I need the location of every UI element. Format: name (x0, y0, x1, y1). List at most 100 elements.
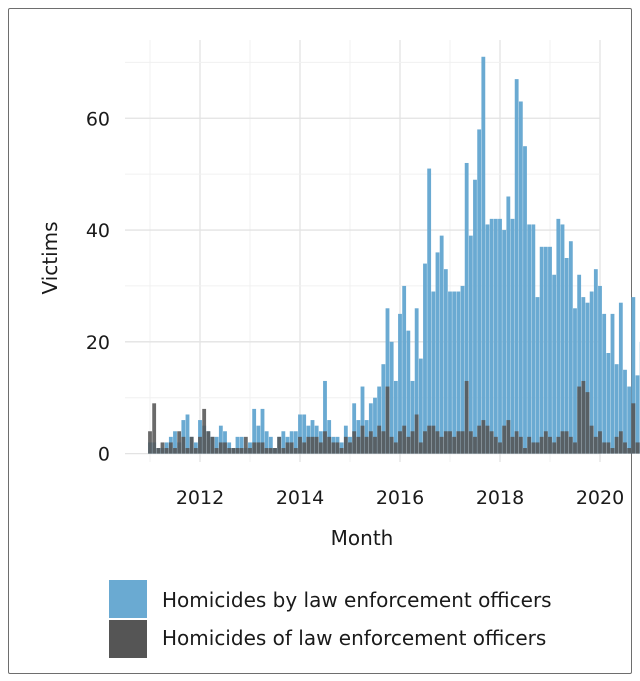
bar-homicides-by-officers (185, 414, 190, 454)
bar-homicides-by-officers (564, 257, 569, 454)
bar-homicides-of-officers (281, 448, 286, 454)
bar-homicides-of-officers (535, 442, 540, 454)
bar-homicides-by-officers (235, 436, 240, 454)
bar-homicides-by-officers (527, 224, 532, 454)
bar-homicides-of-officers (598, 431, 602, 454)
bar-homicides-by-officers (323, 380, 327, 454)
bar-homicides-of-officers (593, 436, 598, 454)
bar-homicides-by-officers (281, 431, 286, 454)
bar-homicides-of-officers (168, 442, 173, 454)
bar-homicides-of-officers (339, 448, 344, 454)
bar-homicides-of-officers (173, 448, 177, 454)
bar-homicides-by-officers (456, 291, 461, 454)
bar-homicides-of-officers (206, 431, 211, 454)
bar-homicides-by-officers (468, 235, 473, 454)
y-tick-label: 0 (98, 444, 110, 466)
bar-homicides-of-officers (618, 431, 623, 454)
bar-homicides-of-officers (448, 431, 452, 454)
bar-homicides-by-officers (410, 380, 415, 454)
bar-homicides-of-officers (460, 431, 465, 454)
bar-homicides-by-officers (514, 79, 519, 454)
bar-homicides-by-officers (443, 269, 448, 454)
bar-homicides-of-officers (331, 442, 336, 454)
bar-homicides-of-officers (564, 431, 569, 454)
bar-homicides-by-officers (264, 431, 269, 454)
bar-homicides-of-officers (481, 420, 486, 454)
bar-homicides-of-officers (585, 392, 590, 454)
bar-homicides-of-officers (602, 442, 607, 454)
bar-homicides-of-officers (548, 436, 552, 454)
bar-homicides-of-officers (373, 436, 377, 454)
bar-homicides-by-officers (556, 218, 561, 454)
bar-homicides-of-officers (364, 436, 369, 454)
bar-homicides-of-officers (323, 431, 327, 454)
legend-swatch-homicides-of-officers (109, 620, 147, 658)
bar-homicides-by-officers (327, 420, 332, 454)
bar-homicides-of-officers (402, 425, 407, 454)
bar-homicides-by-officers (310, 420, 315, 454)
bar-homicides-of-officers (327, 436, 332, 454)
bar-homicides-of-officers (589, 425, 594, 454)
bar-homicides-of-officers (181, 436, 186, 454)
bar-homicides-by-officers (414, 308, 419, 454)
bar-homicides-by-officers (377, 386, 382, 454)
bar-homicides-by-officers (368, 403, 373, 454)
bar-homicides-of-officers (539, 436, 544, 454)
bar-homicides-by-officers (585, 302, 590, 454)
bar-homicides-by-officers (489, 218, 494, 454)
series-homicides-by-officers (148, 56, 640, 454)
bar-homicides-of-officers (252, 442, 257, 454)
bar-homicides-of-officers (289, 442, 294, 454)
bar-homicides-by-officers (598, 285, 602, 454)
bar-homicides-of-officers (577, 386, 582, 454)
bar-homicides-by-officers (293, 431, 298, 454)
bar-homicides-by-officers (635, 375, 640, 454)
x-tick-label: 2018 (476, 487, 524, 509)
bar-homicides-of-officers (452, 436, 457, 454)
bar-homicides-by-officers (593, 269, 598, 454)
bar-homicides-by-officers (452, 291, 457, 454)
bar-homicides-by-officers (631, 297, 636, 454)
bar-homicides-of-officers (318, 442, 323, 454)
bar-homicides-of-officers (314, 436, 319, 454)
y-tick-label: 40 (86, 220, 110, 242)
bar-homicides-by-officers (581, 297, 586, 454)
bar-homicides-of-officers (498, 442, 502, 454)
bar-homicides-by-officers (602, 313, 607, 454)
bar-homicides-of-officers (435, 431, 440, 454)
bar-homicides-of-officers (489, 431, 494, 454)
bar-homicides-of-officers (227, 448, 232, 454)
bar-homicides-by-officers (589, 291, 594, 454)
bar-homicides-of-officers (260, 442, 265, 454)
bar-homicides-of-officers (385, 386, 390, 454)
bar-homicides-by-officers (373, 397, 377, 454)
bar-homicides-of-officers (368, 431, 373, 454)
bar-homicides-of-officers (352, 431, 357, 454)
bar-homicides-by-officers (477, 129, 482, 454)
bar-homicides-of-officers (298, 436, 302, 454)
bar-homicides-by-officers (298, 414, 302, 454)
bar-homicides-by-officers (614, 364, 619, 454)
bar-homicides-of-officers (148, 431, 152, 454)
bar-homicides-by-officers (535, 297, 540, 454)
bar-homicides-by-officers (256, 425, 261, 454)
bar-homicides-of-officers (248, 448, 252, 454)
bar-homicides-of-officers (514, 431, 519, 454)
bar-homicides-of-officers (527, 436, 532, 454)
bar-homicides-by-officers (356, 420, 361, 454)
bar-homicides-of-officers (623, 442, 627, 454)
bar-homicides-of-officers (389, 436, 394, 454)
bar-homicides-of-officers (189, 436, 194, 454)
bar-homicides-by-officers (173, 431, 177, 454)
bar-homicides-of-officers (381, 431, 386, 454)
bar-homicides-of-officers (273, 448, 277, 454)
bar-homicides-by-officers (398, 313, 402, 454)
bar-homicides-by-officers (360, 386, 365, 454)
bar-homicides-by-officers (618, 302, 623, 454)
bar-homicides-of-officers (231, 448, 236, 454)
bar-homicides-of-officers (473, 436, 477, 454)
bar-homicides-of-officers (343, 436, 348, 454)
bar-homicides-of-officers (502, 425, 507, 454)
bar-homicides-of-officers (506, 420, 511, 454)
